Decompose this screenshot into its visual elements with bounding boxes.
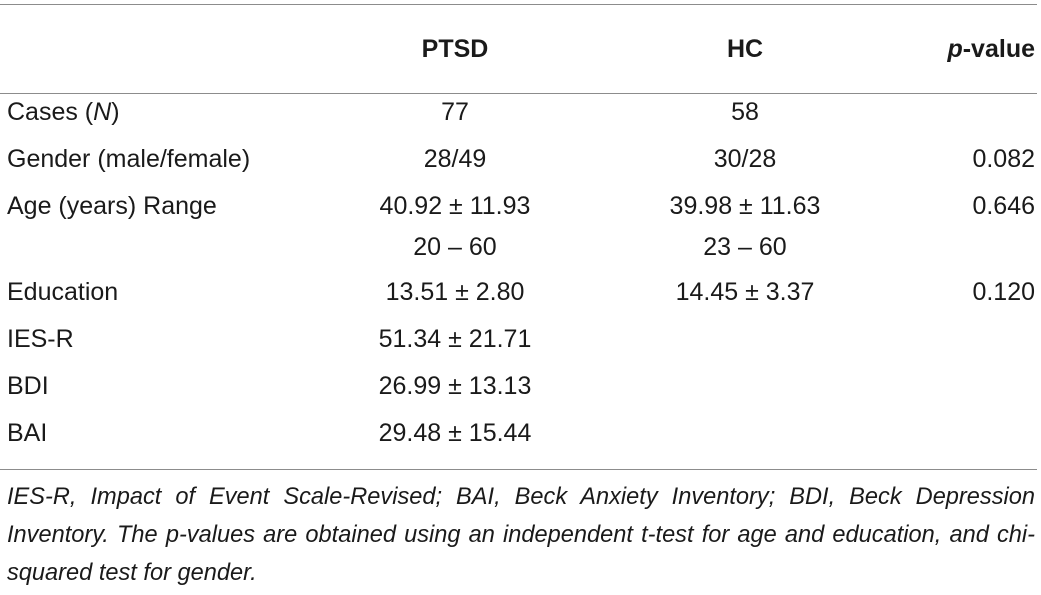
table-header-rule bbox=[0, 93, 1037, 94]
row-label: BDI bbox=[7, 372, 49, 400]
table-row-bdi: BDI 26.99 ± 13.13 bbox=[0, 364, 1037, 411]
label-suffix: ) bbox=[111, 98, 120, 126]
table-row-education: Education 13.51 ± 2.80 14.45 ± 3.37 0.12… bbox=[0, 270, 1037, 317]
cell-ptsd: 13.51 ± 2.80 bbox=[385, 278, 525, 306]
table-top-rule bbox=[0, 4, 1037, 5]
cell-hc: 58 bbox=[731, 98, 759, 126]
table-row-age: Age (years) Range 40.92 ± 11.93 20 – 60 … bbox=[0, 184, 1037, 270]
table-row-bai: BAI 29.48 ± 15.44 bbox=[0, 411, 1037, 458]
row-label: Cases (N) bbox=[7, 90, 120, 134]
row-label: BAI bbox=[7, 419, 48, 447]
table-row-ies-r: IES-R 51.34 ± 21.71 bbox=[0, 317, 1037, 364]
cell-p-value: 0.120 bbox=[972, 278, 1035, 306]
cell-hc: 30/28 bbox=[713, 145, 777, 173]
cell-hc: 14.45 ± 3.37 bbox=[675, 278, 815, 306]
cell-ptsd: 29.48 ± 15.44 bbox=[378, 419, 532, 447]
row-label: Age (years) Range bbox=[7, 192, 217, 220]
cell-ptsd: 26.99 ± 13.13 bbox=[378, 372, 532, 400]
cell-ptsd: 40.92 ± 11.93 20 – 60 bbox=[300, 184, 610, 266]
header-ptsd: PTSD bbox=[421, 35, 489, 63]
cell-ptsd-range: 20 – 60 bbox=[413, 233, 497, 261]
cell-ptsd-mean: 40.92 ± 11.93 bbox=[379, 192, 531, 220]
table-body: Cases (N) 77 58 Gender (male/female) 28/… bbox=[0, 90, 1037, 458]
label-italic: N bbox=[93, 98, 112, 126]
cell-p-value: 0.082 bbox=[972, 145, 1035, 173]
header-p-suffix: -value bbox=[962, 35, 1035, 63]
header-p-italic: p bbox=[947, 35, 963, 63]
cell-hc-mean: 39.98 ± 11.63 bbox=[669, 192, 821, 220]
cell-ptsd: 51.34 ± 21.71 bbox=[378, 325, 532, 353]
cell-p-value: 0.646 bbox=[972, 192, 1035, 220]
row-label: Education bbox=[7, 278, 119, 306]
table-row-gender: Gender (male/female) 28/49 30/28 0.082 bbox=[0, 137, 1037, 184]
cell-ptsd: 77 bbox=[441, 98, 469, 126]
header-hc: HC bbox=[726, 35, 764, 63]
table-footnote: IES-R, Impact of Event Scale-Revised; BA… bbox=[7, 484, 1035, 586]
table-header-row: PTSD HC p-value bbox=[0, 24, 1037, 74]
cell-hc: 39.98 ± 11.63 23 – 60 bbox=[620, 184, 870, 266]
label-prefix: Cases ( bbox=[7, 98, 94, 126]
cell-hc-range: 23 – 60 bbox=[703, 233, 787, 261]
table-bottom-rule bbox=[0, 469, 1037, 470]
table-row-cases: Cases (N) 77 58 bbox=[0, 90, 1037, 137]
row-label: Gender (male/female) bbox=[7, 145, 251, 173]
row-label: IES-R bbox=[7, 325, 74, 353]
header-p-value: p-value bbox=[880, 24, 1035, 74]
cell-ptsd: 28/49 bbox=[423, 145, 487, 173]
